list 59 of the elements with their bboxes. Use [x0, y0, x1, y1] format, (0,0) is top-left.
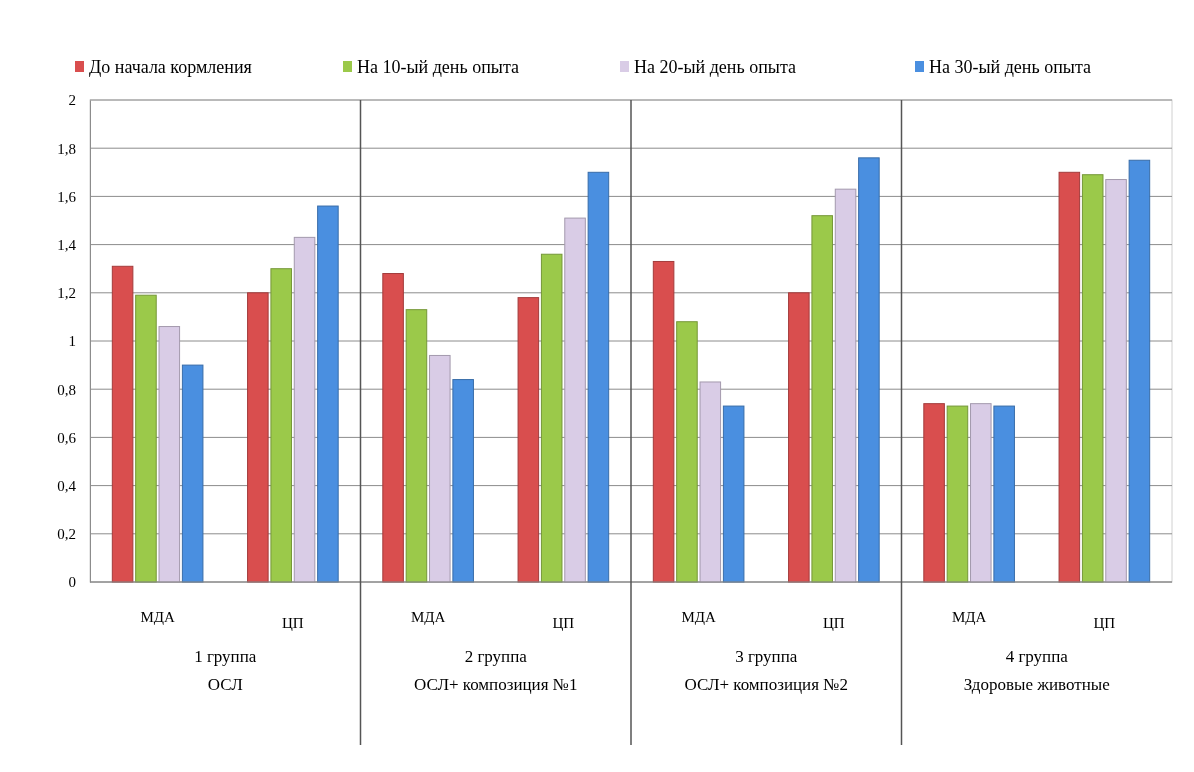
y-tick-label: 0,6: [57, 429, 77, 446]
bar: [699, 381, 722, 583]
y-tick-label: 0,4: [57, 477, 77, 494]
x-tick-label: МДА: [140, 609, 175, 625]
bar: [1128, 159, 1151, 583]
x-tick-label: ЦП: [823, 615, 845, 631]
text: 1 группа ОСЛ: [194, 647, 257, 694]
legend-label: На 20-ый день опыта: [634, 57, 797, 77]
bar: [923, 403, 945, 583]
bar: [811, 215, 833, 583]
bar: [946, 405, 969, 583]
y-tick-label: 0,2: [57, 526, 76, 543]
bar: [1081, 174, 1104, 583]
legend-label: На 30-ый день опыта: [929, 57, 1092, 77]
bar: [834, 188, 857, 583]
bar: [517, 297, 540, 583]
bar: [270, 268, 292, 583]
y-tick-label: 0: [68, 574, 76, 591]
bar: [181, 364, 204, 583]
text: 3 группа ОСЛ+ композиция №2: [684, 647, 848, 694]
bar: [587, 171, 610, 583]
bar: [135, 294, 157, 583]
y-tick-label: 2: [68, 92, 76, 109]
bar: [317, 205, 339, 583]
bar: [858, 157, 880, 583]
x-tick-label: МДА: [681, 609, 716, 625]
legend-label: На 10-ый день опыта: [357, 57, 520, 77]
bar: [540, 253, 563, 583]
text: 4 группа Здоровые животные: [963, 647, 1110, 694]
y-tick-label: 1,4: [57, 236, 77, 253]
y-tick-label: 1,2: [57, 285, 76, 302]
bar: [293, 236, 316, 583]
bar: [1105, 179, 1127, 583]
bar: [158, 326, 181, 583]
bar: [1058, 171, 1081, 583]
bar: [788, 292, 810, 583]
x-tick-label: ЦП: [282, 615, 304, 631]
bar: [564, 217, 586, 583]
x-tick-label: МДА: [410, 609, 446, 625]
legend-label: До начала кормления: [89, 57, 252, 77]
x-tick-label: ЦП: [1093, 615, 1116, 631]
bar: [452, 379, 474, 583]
bar: [405, 309, 428, 583]
text: 2 группа ОСЛ+ композиция №1: [414, 647, 578, 694]
bar: [382, 273, 404, 583]
y-tick-label: 1,6: [57, 188, 77, 205]
bar: [429, 354, 451, 583]
x-tick-label: МДА: [951, 609, 987, 625]
bar: [652, 260, 675, 583]
y-tick-label: 1: [68, 333, 76, 350]
bar: [111, 265, 134, 583]
bar: [676, 321, 698, 583]
bar: [247, 292, 269, 583]
bar: [993, 405, 1015, 583]
y-tick-label: 0,8: [57, 381, 76, 398]
x-tick-label: ЦП: [552, 615, 575, 631]
bar: [970, 403, 992, 583]
bar: [722, 405, 745, 583]
y-tick-label: 1,8: [57, 140, 76, 157]
